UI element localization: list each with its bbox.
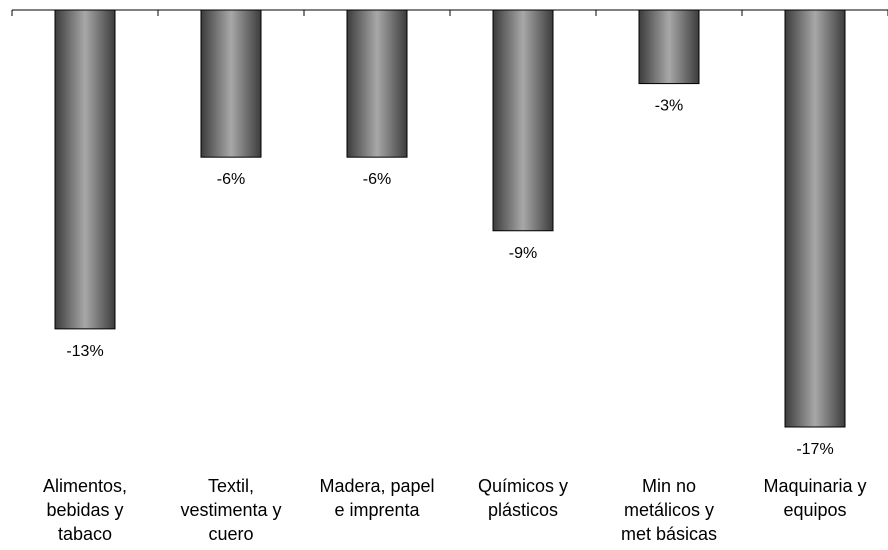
category-label-line: Maquinaria y	[763, 476, 866, 496]
category-label-line: equipos	[783, 500, 846, 520]
category-label-line: e imprenta	[334, 500, 420, 520]
category-label: Min no metálicos y met básicas	[621, 476, 717, 544]
category-label-line: Químicos y	[478, 476, 568, 496]
category-label-line: met básicas	[621, 524, 717, 544]
bar	[638, 9, 700, 85]
category-label: Maquinaria y equipos	[763, 476, 866, 520]
bar	[492, 9, 554, 232]
category-label-line: Textil,	[208, 476, 254, 496]
data-label: -3%	[655, 98, 683, 115]
bar	[784, 9, 846, 428]
category-label-line: Alimentos,	[43, 476, 127, 496]
category-label-line: Madera, papel	[319, 476, 434, 496]
bar	[54, 9, 116, 330]
category-label-line: tabaco	[58, 524, 112, 544]
category-label-line: Min no	[642, 476, 696, 496]
bar	[200, 9, 262, 158]
category-label: Madera, papel e imprenta	[319, 476, 434, 520]
data-label: -6%	[363, 171, 391, 188]
data-label: -9%	[509, 245, 537, 262]
category-label: Alimentos, bebidas y tabaco	[43, 476, 127, 544]
data-label: -6%	[217, 171, 245, 188]
bar	[346, 9, 408, 158]
category-label: Textil, vestimenta y cuero	[180, 476, 281, 544]
data-label: -17%	[796, 441, 833, 458]
category-label-line: bebidas y	[46, 500, 123, 520]
data-label: -13%	[66, 343, 103, 360]
category-label-line: cuero	[208, 524, 253, 544]
category-label-line: plásticos	[488, 500, 558, 520]
category-label-line: metálicos y	[624, 500, 714, 520]
category-label-line: vestimenta y	[180, 500, 281, 520]
category-label: Químicos y plásticos	[478, 476, 568, 520]
